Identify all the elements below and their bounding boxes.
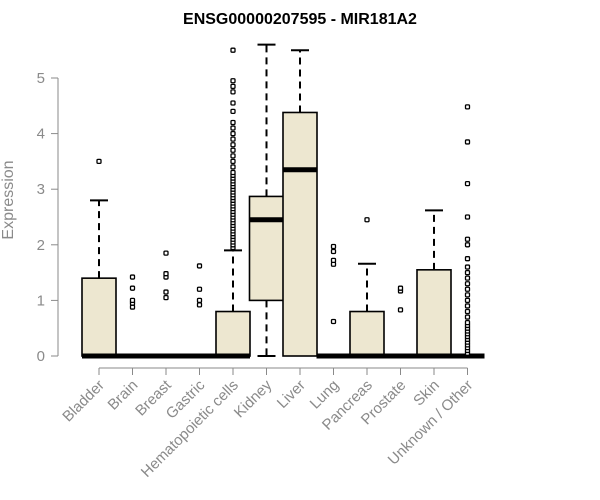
box-liver	[282, 49, 318, 357]
outlier-point	[230, 158, 236, 165]
outlier-point	[330, 257, 337, 264]
outlier-point	[129, 297, 136, 304]
outlier-point	[464, 303, 471, 309]
outlier-point	[230, 83, 236, 89]
outlier-point	[230, 147, 236, 153]
outlier-point	[464, 281, 471, 287]
outlier-point	[230, 108, 236, 115]
outlier-point	[464, 297, 471, 304]
outlier-point	[196, 286, 203, 292]
x-category-label: Bladder	[59, 377, 108, 426]
iqr-box	[349, 310, 385, 357]
outlier-point	[330, 318, 337, 325]
outlier-point	[129, 285, 136, 291]
box-lung	[316, 243, 351, 359]
outlier-point	[230, 136, 236, 142]
outlier-point	[464, 104, 471, 110]
y-tick-label: 1	[37, 292, 45, 309]
y-axis-label: Expression	[0, 160, 17, 239]
box-brain	[115, 274, 150, 359]
outlier-point	[464, 286, 471, 292]
outlier-point	[230, 130, 236, 137]
iqr-box	[282, 111, 318, 357]
y-tick-label: 4	[37, 126, 45, 143]
outlier-point	[196, 302, 203, 308]
y-axis: 0 1 2 3 4 5	[37, 70, 59, 365]
outlier-point	[464, 214, 471, 220]
outlier-point	[464, 275, 471, 281]
boxes-layer	[81, 43, 485, 359]
outlier-point	[464, 314, 471, 320]
box-kidney	[248, 43, 285, 357]
outlier-point	[230, 153, 236, 159]
outlier-point	[163, 289, 169, 295]
y-tick-label: 3	[37, 181, 45, 198]
iqr-box	[215, 310, 251, 357]
outlier-point	[330, 248, 337, 255]
outlier-point	[464, 242, 471, 248]
outlier-point	[397, 307, 404, 313]
outlier-point	[163, 250, 169, 256]
outlier-point	[230, 100, 236, 106]
outlier-point	[464, 256, 471, 262]
box-hematopoietic-cells	[215, 47, 251, 359]
y-tick-label: 2	[37, 237, 45, 254]
outlier-point	[196, 297, 203, 304]
outlier-point	[230, 169, 236, 176]
outlier-point	[230, 164, 236, 170]
outlier-point	[464, 308, 471, 315]
iqr-box	[81, 277, 117, 357]
iqr-box	[248, 195, 285, 302]
outlier-point	[96, 158, 102, 165]
outlier-point	[364, 217, 370, 223]
chart-title: ENSG00000207595 - MIR181A2	[183, 11, 417, 28]
outlier-point	[464, 269, 471, 276]
box-breast	[149, 250, 183, 359]
outlier-point	[129, 274, 136, 280]
outlier-point	[464, 264, 471, 270]
outlier-point	[230, 119, 236, 126]
outlier-point	[464, 236, 471, 242]
box-bladder	[81, 158, 117, 359]
box-pancreas	[349, 217, 385, 359]
box-skin	[416, 209, 452, 359]
outlier-point	[163, 294, 169, 301]
iqr-box	[416, 269, 452, 357]
outlier-point	[330, 243, 337, 250]
outlier-point	[230, 89, 236, 95]
outlier-point	[464, 319, 471, 326]
box-prostate	[383, 285, 418, 359]
y-tick-label: 5	[37, 70, 45, 87]
y-tick-label: 0	[37, 348, 45, 365]
box-gastric	[182, 263, 217, 359]
outlier-point	[464, 180, 471, 187]
outlier-point	[464, 139, 471, 145]
outlier-point	[464, 292, 471, 298]
outlier-point	[397, 285, 404, 291]
outlier-point	[230, 125, 236, 131]
x-category-label: Kidney	[231, 376, 276, 421]
outlier-point	[230, 47, 236, 53]
outlier-point	[230, 78, 236, 84]
box-unknown-other	[450, 104, 485, 359]
outlier-point	[163, 271, 169, 277]
outlier-point	[230, 142, 236, 148]
x-category-label: Liver	[274, 377, 309, 412]
outlier-point	[196, 263, 203, 269]
